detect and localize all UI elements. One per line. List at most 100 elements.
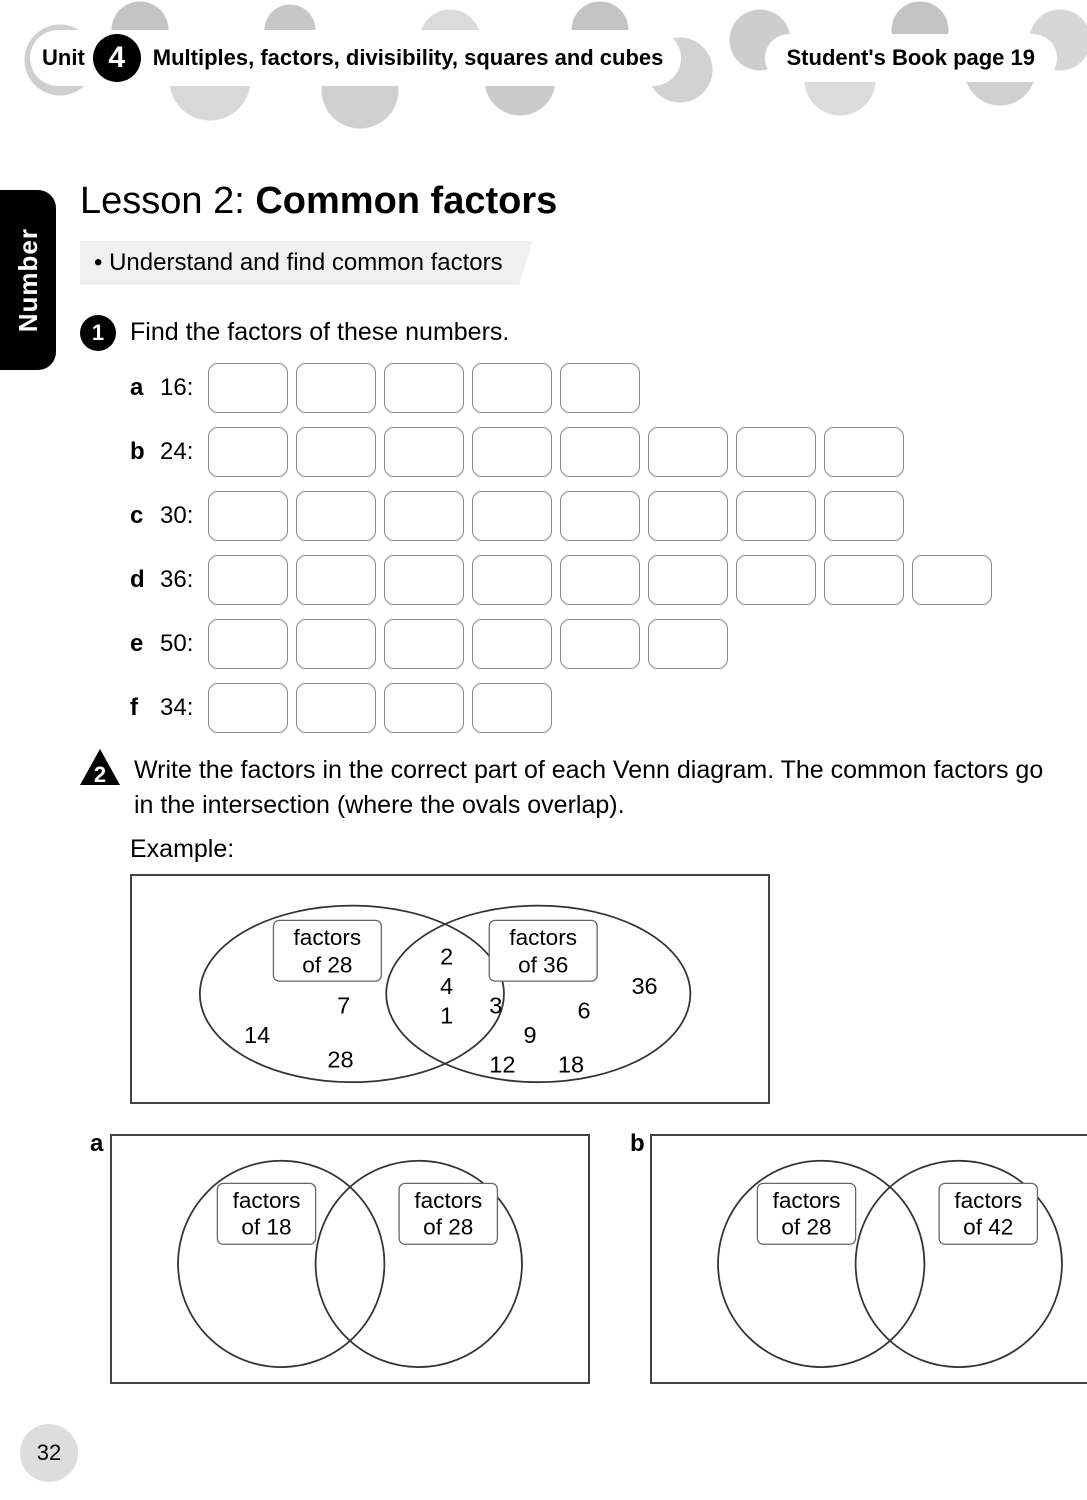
row-letter: d — [130, 566, 160, 594]
svg-text:28: 28 — [327, 1046, 353, 1072]
svg-text:of 36: of 36 — [518, 952, 568, 977]
row-letter: a — [130, 374, 160, 402]
answer-box[interactable] — [472, 619, 552, 669]
row-letter: e — [130, 630, 160, 658]
unit-title: Multiples, factors, divisibility, square… — [153, 45, 664, 71]
venn-a-svg: factors of 18 factors of 28 — [122, 1146, 578, 1372]
book-ref-pill: Student's Book page 19 — [765, 34, 1058, 82]
answer-box[interactable] — [296, 427, 376, 477]
venn-a-box[interactable]: factors of 18 factors of 28 — [110, 1134, 590, 1384]
svg-text:1: 1 — [440, 1002, 453, 1028]
answer-box[interactable] — [296, 491, 376, 541]
answer-box[interactable] — [560, 619, 640, 669]
answer-box[interactable] — [560, 491, 640, 541]
answer-box[interactable] — [384, 683, 464, 733]
svg-text:factors: factors — [509, 925, 577, 950]
svg-text:of 28: of 28 — [781, 1214, 831, 1239]
unit-number-badge: 4 — [93, 34, 141, 82]
svg-text:factors: factors — [294, 925, 362, 950]
answer-box[interactable] — [472, 427, 552, 477]
svg-text:9: 9 — [524, 1022, 537, 1048]
answer-box[interactable] — [208, 619, 288, 669]
svg-text:7: 7 — [337, 993, 350, 1019]
svg-text:12: 12 — [489, 1051, 515, 1077]
answer-box[interactable] — [824, 555, 904, 605]
lesson-name: Common factors — [255, 180, 557, 222]
q1-marker: 1 — [80, 315, 116, 351]
factor-row: b24: — [130, 427, 1047, 477]
lesson-prefix: Lesson 2: — [80, 180, 255, 222]
q2-number: 2 — [94, 762, 106, 788]
svg-text:4: 4 — [440, 973, 453, 999]
factor-row: d36: — [130, 555, 1047, 605]
q2-text: Write the factors in the correct part of… — [134, 753, 1047, 823]
answer-box[interactable] — [824, 427, 904, 477]
svg-text:6: 6 — [578, 997, 591, 1023]
answer-box[interactable] — [912, 555, 992, 605]
factor-row: e50: — [130, 619, 1047, 669]
factor-row: c30: — [130, 491, 1047, 541]
question-2: 2 Write the factors in the correct part … — [80, 753, 1047, 823]
answer-box[interactable] — [472, 683, 552, 733]
svg-text:2: 2 — [440, 943, 453, 969]
answer-box[interactable] — [824, 491, 904, 541]
row-number: 50: — [160, 630, 208, 658]
answer-box[interactable] — [736, 427, 816, 477]
answer-box[interactable] — [648, 427, 728, 477]
svg-text:3: 3 — [489, 993, 502, 1019]
answer-box[interactable] — [384, 363, 464, 413]
answer-box[interactable] — [648, 619, 728, 669]
answer-box[interactable] — [384, 491, 464, 541]
venn-a-container: a factors of 18 factors of 28 — [80, 1134, 590, 1384]
side-tab-number: Number — [0, 190, 56, 370]
row-letter: b — [130, 438, 160, 466]
venn-b-svg: factors of 28 factors of 42 — [662, 1146, 1087, 1372]
answer-box[interactable] — [472, 555, 552, 605]
objective-box: Understand and find common factors — [80, 241, 533, 285]
answer-box[interactable] — [560, 427, 640, 477]
factor-row: a16: — [130, 363, 1047, 413]
row-letter: c — [130, 502, 160, 530]
answer-box[interactable] — [296, 683, 376, 733]
lesson-title: Lesson 2: Common factors — [80, 180, 1047, 223]
answer-box[interactable] — [560, 555, 640, 605]
side-tab-label: Number — [13, 228, 44, 332]
answer-box[interactable] — [296, 363, 376, 413]
answer-box[interactable] — [384, 619, 464, 669]
svg-text:of 28: of 28 — [302, 952, 352, 977]
svg-text:of 18: of 18 — [241, 1214, 291, 1239]
answer-box[interactable] — [208, 555, 288, 605]
svg-text:18: 18 — [558, 1051, 584, 1077]
page-number: 32 — [20, 1424, 78, 1482]
svg-text:factors: factors — [773, 1188, 841, 1213]
answer-box[interactable] — [208, 427, 288, 477]
answer-box[interactable] — [472, 491, 552, 541]
sub-b-letter: b — [630, 1130, 645, 1158]
answer-box[interactable] — [560, 363, 640, 413]
venn-example-svg: factors of 28 factors of 36 7 14 28 2 4 … — [142, 886, 758, 1092]
answer-box[interactable] — [648, 555, 728, 605]
answer-box[interactable] — [472, 363, 552, 413]
answer-box[interactable] — [736, 491, 816, 541]
venn-example-box: factors of 28 factors of 36 7 14 28 2 4 … — [130, 874, 770, 1104]
answer-box[interactable] — [208, 683, 288, 733]
worksheet-page: Unit 4 Multiples, factors, divisibility,… — [0, 0, 1087, 1500]
answer-box[interactable] — [296, 619, 376, 669]
answer-box[interactable] — [208, 363, 288, 413]
row-number: 30: — [160, 502, 208, 530]
unit-label: Unit — [42, 45, 85, 71]
answer-box[interactable] — [736, 555, 816, 605]
answer-box[interactable] — [296, 555, 376, 605]
answer-box[interactable] — [208, 491, 288, 541]
answer-box[interactable] — [648, 491, 728, 541]
venn-b-box[interactable]: factors of 28 factors of 42 — [650, 1134, 1087, 1384]
svg-text:of 42: of 42 — [963, 1214, 1013, 1239]
row-letter: f — [130, 694, 160, 722]
answer-box[interactable] — [384, 555, 464, 605]
example-label: Example: — [130, 835, 1047, 864]
answer-box[interactable] — [384, 427, 464, 477]
svg-text:factors: factors — [414, 1188, 482, 1213]
svg-text:factors: factors — [954, 1188, 1022, 1213]
unit-pill: Unit 4 Multiples, factors, divisibility,… — [30, 30, 681, 86]
sub-a-letter: a — [90, 1130, 103, 1158]
